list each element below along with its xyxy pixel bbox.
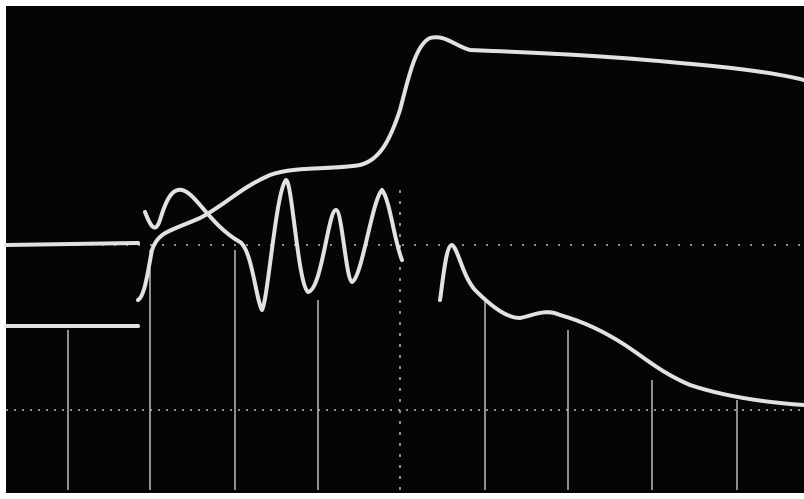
trace-baseline	[6, 243, 138, 245]
oscilloscope-photo	[0, 0, 804, 499]
screen	[6, 6, 804, 493]
